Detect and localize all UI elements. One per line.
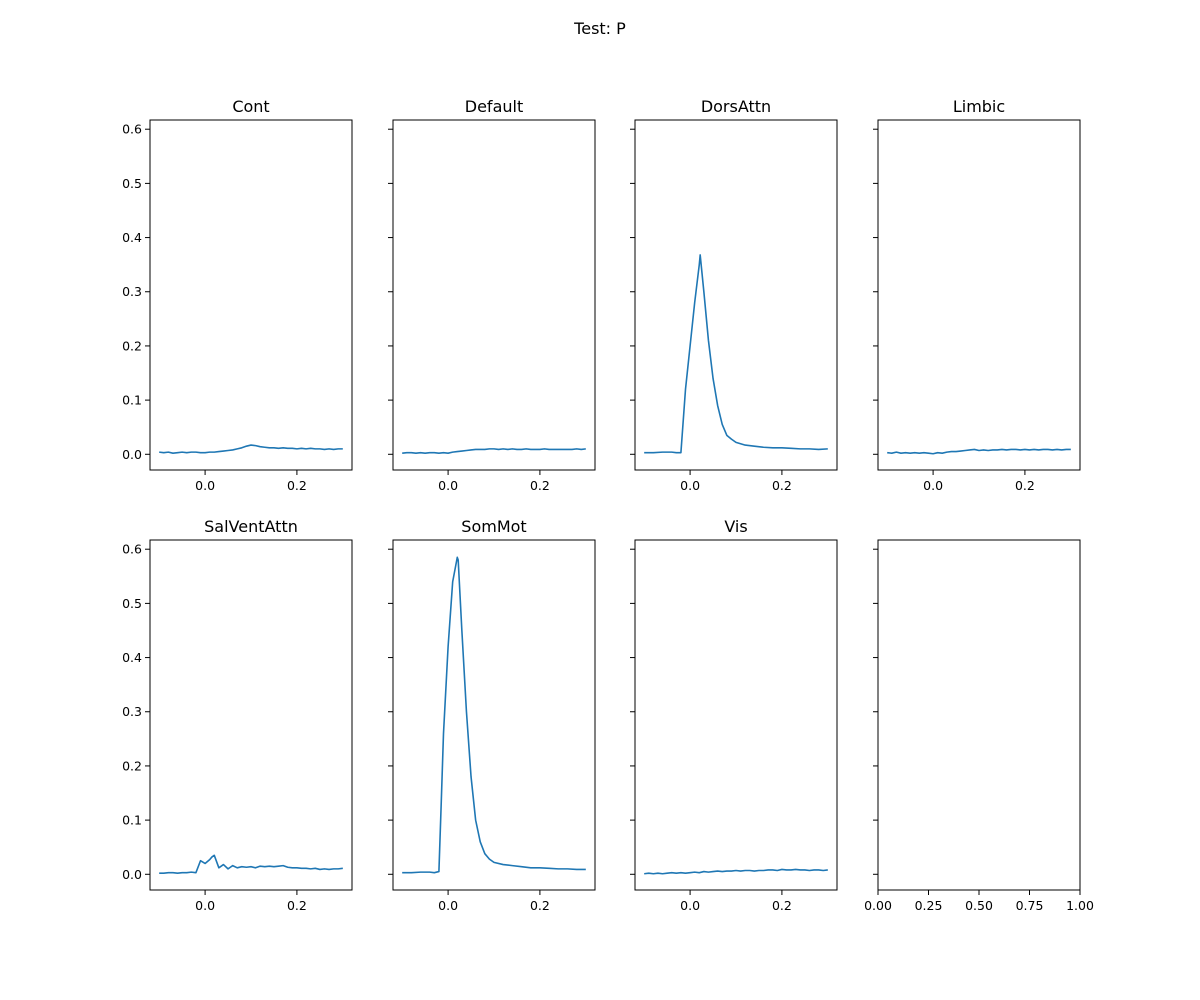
series-line (159, 854, 343, 874)
y-tick-label: 0.3 (122, 704, 142, 719)
x-tick-label: 1.00 (1066, 898, 1094, 913)
axes-frame (877, 119, 1081, 471)
axes-frame (392, 119, 596, 471)
x-tick-label: 0.0 (923, 478, 943, 493)
y-tick-label: 0.4 (122, 230, 142, 245)
subplot-4: Limbic 0.0 0.2 (873, 97, 1081, 493)
y-tick-label: 0.0 (122, 867, 142, 882)
series-line (159, 444, 343, 454)
series-line (402, 556, 586, 874)
axes-frame (392, 539, 596, 891)
y-tick-label: 0.2 (122, 758, 142, 773)
subplot-7: Vis 0.0 0.2 (630, 517, 838, 913)
series-line (644, 868, 828, 875)
subplot-title: DorsAttn (701, 97, 771, 116)
y-tick-label: 0.4 (122, 650, 142, 665)
y-tick-label: 0.1 (122, 393, 142, 408)
x-tick-label: 0.2 (772, 478, 792, 493)
y-tick-label: 0.6 (122, 122, 142, 137)
subplot-title: Default (465, 97, 523, 116)
axes-frame (634, 539, 838, 891)
y-tick-label: 0.3 (122, 284, 142, 299)
x-tick-label: 0.2 (1015, 478, 1035, 493)
x-tick-label: 0.0 (680, 898, 700, 913)
axes-frame (634, 119, 838, 471)
subplot-3: DorsAttn 0.0 0.2 (630, 97, 838, 493)
subplot-title: SalVentAttn (204, 517, 298, 536)
y-tick-label: 0.2 (122, 338, 142, 353)
subplot-title: Limbic (953, 97, 1005, 116)
x-tick-label: 0.0 (195, 898, 215, 913)
subplot-1: Cont 0.0 0.1 0.2 0.3 0.4 0.5 0.6 0.0 0.2 (122, 97, 353, 493)
x-tick-label: 0.2 (287, 898, 307, 913)
y-tick-label: 0.6 (122, 542, 142, 557)
figure-suptitle: Test: P (573, 19, 626, 38)
subplot-title: Cont (232, 97, 269, 116)
x-tick-label: 0.0 (680, 478, 700, 493)
x-tick-label: 0.2 (772, 898, 792, 913)
y-tick-label: 0.5 (122, 176, 142, 191)
x-tick-label: 0.2 (530, 898, 550, 913)
axes-frame (149, 539, 353, 891)
subplot-8: 0.00 0.25 0.50 0.75 1.00 (864, 539, 1094, 913)
axes-frame (149, 119, 353, 471)
x-tick-label: 0.0 (195, 478, 215, 493)
y-tick-label: 0.0 (122, 447, 142, 462)
y-tick-label: 0.1 (122, 813, 142, 828)
x-tick-label: 0.75 (1016, 898, 1044, 913)
series-line (644, 254, 828, 454)
subplot-5: SalVentAttn 0.0 0.1 0.2 0.3 0.4 0.5 0.6 0.0 0.2 (122, 517, 353, 913)
subplot-grid: Cont 0.0 0.1 0.2 0.3 0.4 0.5 0.6 0.0 0.2 Default 0.… (122, 97, 1094, 913)
x-tick-label: 0.2 (530, 478, 550, 493)
x-tick-label: 0.25 (915, 898, 943, 913)
x-tick-label: 0.00 (864, 898, 892, 913)
subplot-2: Default 0.0 0.2 (388, 97, 596, 493)
subplot-title: Vis (724, 517, 747, 536)
x-tick-label: 0.50 (965, 898, 993, 913)
subplot-title: SomMot (461, 517, 526, 536)
subplot-6: SomMot 0.0 0.2 (388, 517, 596, 913)
x-tick-label: 0.2 (287, 478, 307, 493)
series-line (402, 448, 586, 454)
series-line (887, 448, 1071, 455)
x-tick-label: 0.0 (438, 478, 458, 493)
x-tick-label: 0.0 (438, 898, 458, 913)
y-tick-label: 0.5 (122, 596, 142, 611)
